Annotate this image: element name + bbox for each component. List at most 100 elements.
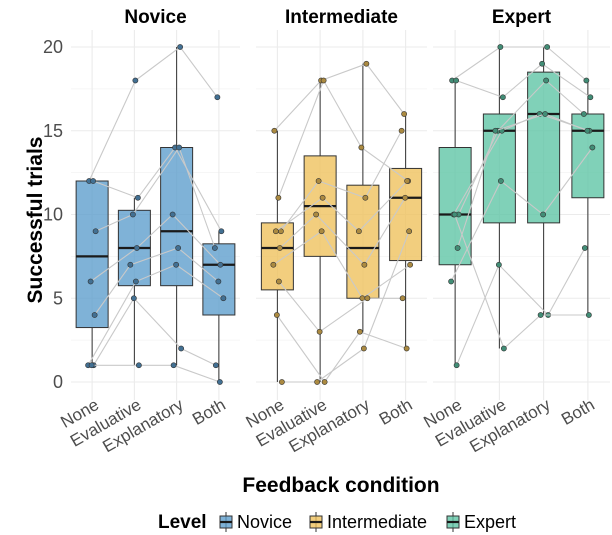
data-point [362, 194, 369, 201]
subject-line [90, 213, 221, 282]
subject-line [276, 314, 407, 383]
x-tick-label: Both [558, 395, 598, 429]
data-point [580, 111, 587, 117]
data-point [320, 77, 327, 84]
data-point [451, 211, 458, 218]
subject-line [88, 46, 218, 182]
data-point [216, 379, 223, 385]
data-point [542, 111, 549, 117]
data-point [398, 127, 405, 134]
data-point [87, 278, 94, 285]
data-point [500, 345, 507, 352]
data-point [133, 245, 140, 251]
box-evaluative [117, 197, 151, 366]
y-tick-label: 5 [53, 288, 63, 308]
subject-line [273, 230, 411, 300]
subject-line [275, 180, 408, 233]
facet-title: Expert [492, 7, 552, 28]
data-point [212, 362, 219, 369]
legend-label: Novice [237, 512, 292, 532]
data-point [589, 144, 596, 151]
y-tick-label: 15 [43, 121, 63, 141]
subject-line [93, 297, 217, 366]
data-point [448, 278, 455, 285]
subject-line [450, 147, 593, 282]
data-point [275, 194, 282, 201]
data-point [358, 144, 365, 151]
subject-line [454, 214, 589, 350]
data-point [178, 345, 185, 352]
data-point [585, 312, 592, 318]
subject-line [91, 364, 221, 383]
data-point [127, 261, 134, 268]
x-tick-label: Both [376, 395, 416, 429]
data-point [132, 278, 139, 285]
data-point [211, 245, 218, 251]
data-point [361, 261, 368, 268]
data-point [404, 178, 411, 184]
data-point [270, 261, 277, 268]
x-tick-label: Both [189, 395, 229, 429]
subject-line [281, 231, 410, 383]
data-point [217, 261, 224, 268]
data-point [364, 295, 371, 302]
data-point [275, 278, 282, 285]
data-point [318, 228, 325, 235]
data-point [130, 295, 137, 302]
data-point [132, 77, 139, 84]
data-point [407, 261, 414, 268]
box-body [527, 71, 561, 224]
legend: Level Novice Intermediate Expert [158, 512, 516, 533]
data-point [544, 44, 551, 50]
y-tick-label: 20 [43, 37, 63, 57]
x-axis-title: Feedback condition [242, 474, 439, 497]
data-point [401, 111, 408, 117]
data-point [88, 362, 95, 369]
data-point [276, 245, 283, 251]
data-point [539, 60, 546, 67]
subject-line [278, 281, 403, 333]
data-point [313, 211, 320, 218]
data-point [356, 328, 363, 335]
subject-line [87, 264, 224, 366]
data-point [360, 345, 367, 352]
data-point [406, 228, 413, 235]
data-point [584, 127, 591, 134]
data-point [454, 245, 461, 251]
y-axis: 0 5 10 15 20 [43, 37, 63, 392]
data-point [355, 228, 362, 235]
data-point [453, 362, 460, 369]
data-point [587, 94, 594, 101]
data-point [319, 194, 326, 201]
data-point [316, 328, 323, 335]
data-point [215, 278, 222, 285]
data-point [363, 60, 370, 67]
data-point [129, 211, 136, 218]
data-point [91, 312, 98, 318]
data-point [499, 94, 506, 101]
legend-label: Expert [464, 512, 516, 532]
facet-title: Novice [124, 7, 186, 28]
data-point [134, 194, 141, 201]
data-point [271, 127, 278, 134]
data-point [220, 295, 227, 302]
subject-line [451, 46, 587, 81]
subject-line [92, 146, 222, 232]
box-explanatory [527, 47, 561, 315]
subject-line [279, 197, 406, 266]
data-point [399, 295, 406, 302]
data-point [135, 362, 142, 369]
data-point [402, 194, 409, 201]
data-point [90, 178, 97, 184]
data-point [581, 245, 588, 251]
box-body [75, 180, 109, 329]
legend-entry-novice: Novice [219, 512, 292, 532]
data-point [495, 261, 502, 268]
box-body [260, 222, 294, 291]
data-point [214, 94, 221, 101]
data-point [497, 44, 504, 50]
